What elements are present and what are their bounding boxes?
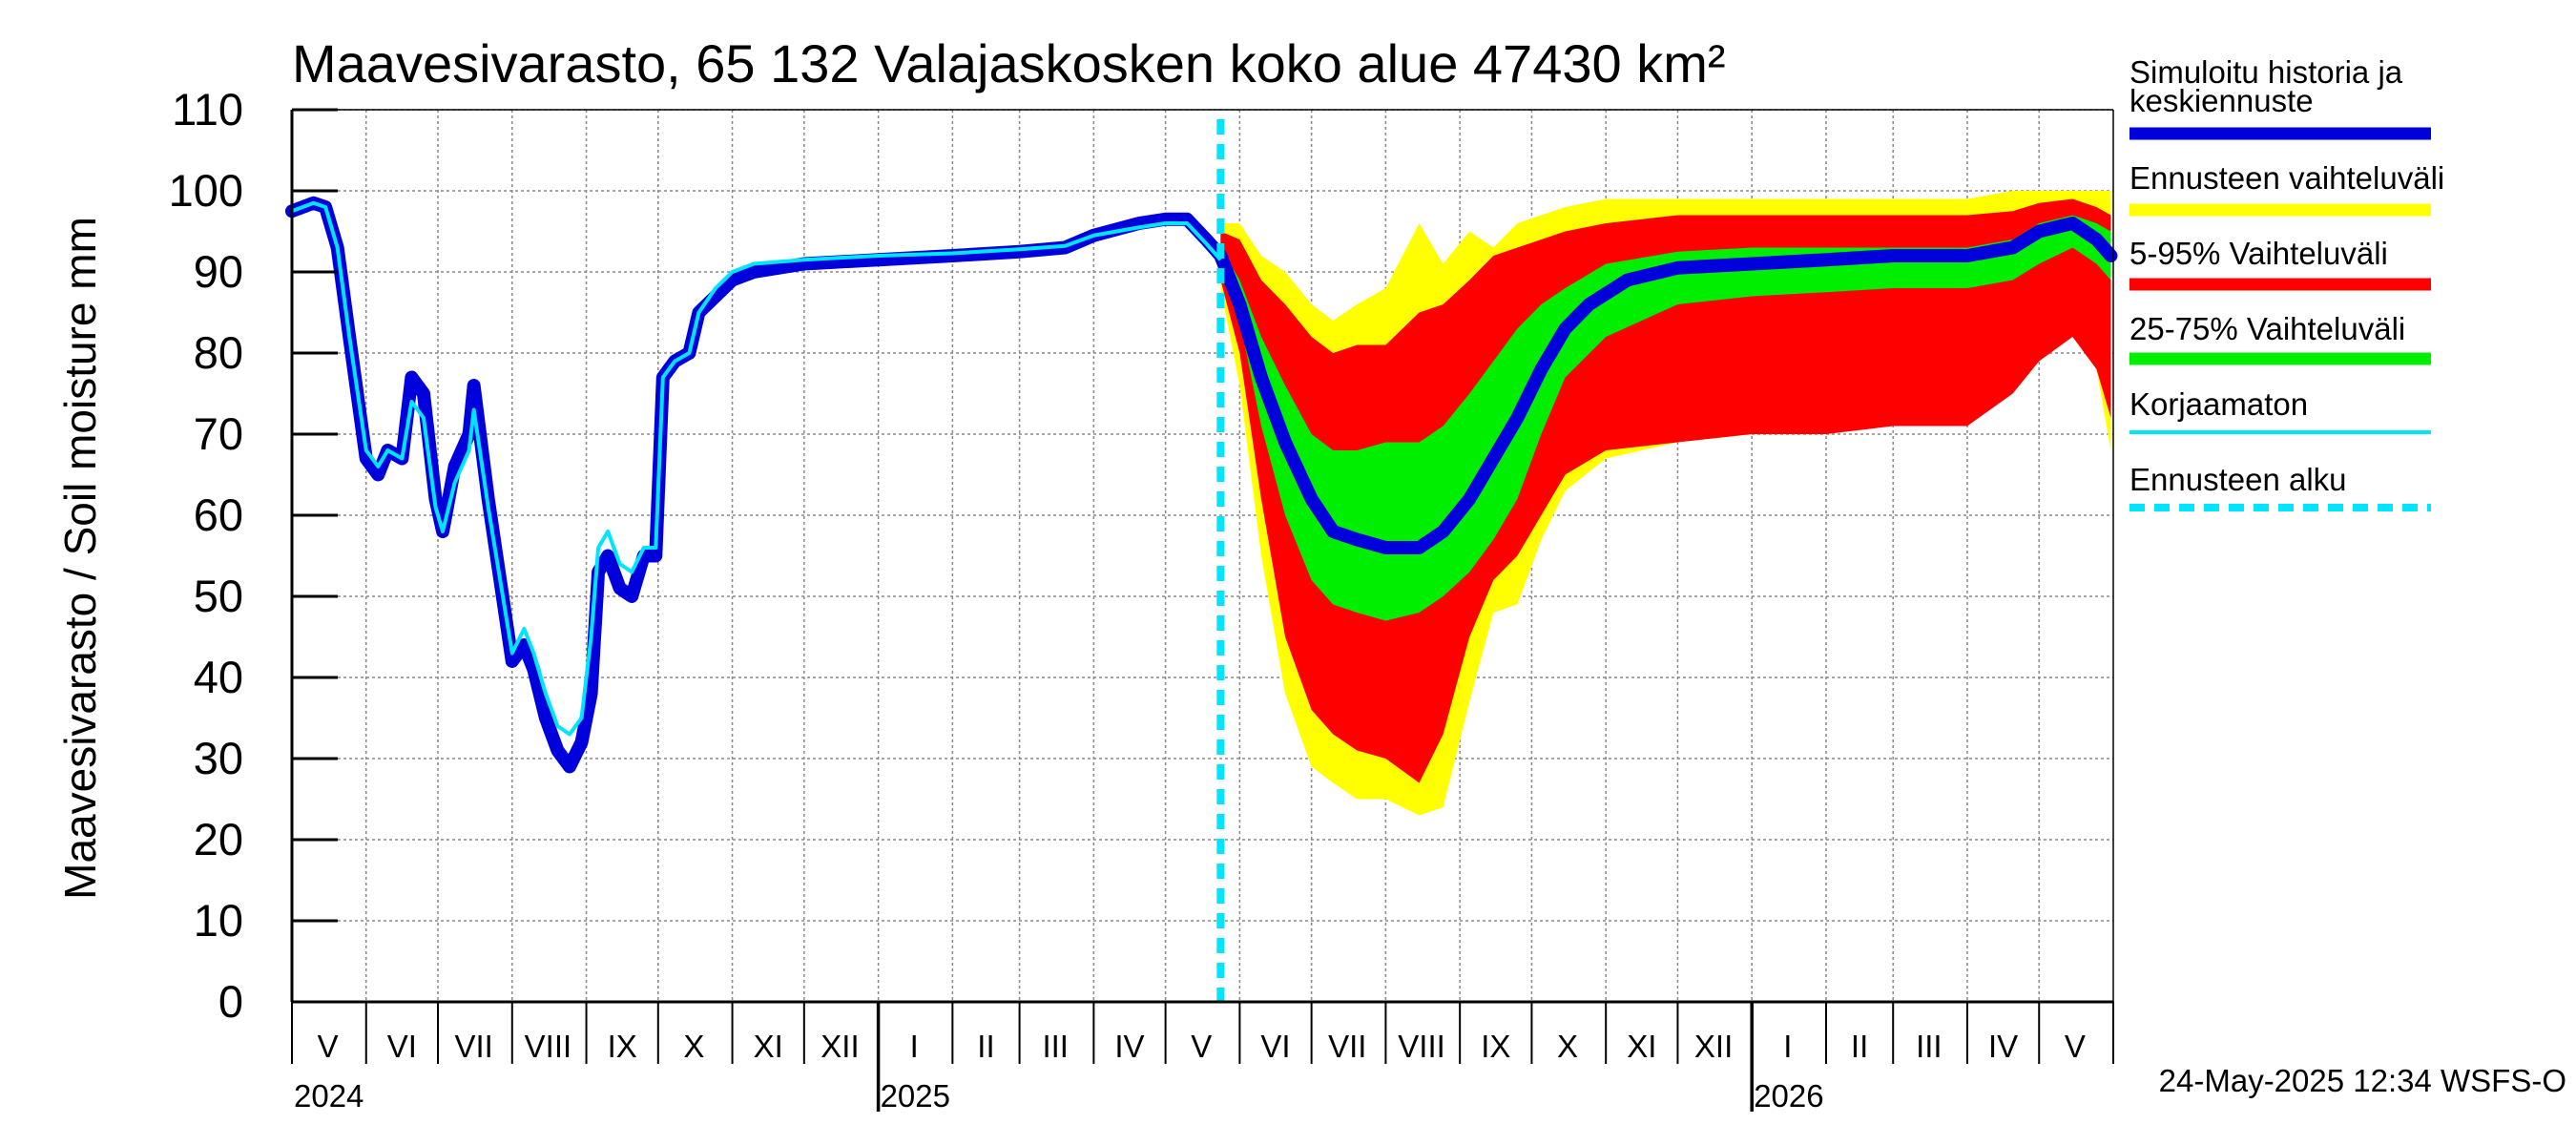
x-month-label: I — [910, 1029, 919, 1064]
x-month-label: V — [1191, 1029, 1212, 1064]
x-month-label: X — [683, 1029, 704, 1064]
y-tick-label: 70 — [194, 408, 243, 459]
y-tick-label: 100 — [169, 165, 243, 216]
x-month-label: XII — [1694, 1029, 1733, 1064]
x-year-label: 2026 — [1754, 1078, 1823, 1114]
series-lines — [285, 119, 2118, 1002]
y-tick-labels: 0 10 20 30 40 50 60 70 80 90 100 110 — [169, 84, 243, 1027]
x-month-label: XI — [1627, 1029, 1656, 1064]
x-month-label: IV — [1988, 1029, 2018, 1064]
x-month-label: VII — [1328, 1029, 1366, 1064]
y-tick-label: 20 — [194, 814, 243, 864]
x-year-label: 2025 — [881, 1078, 950, 1114]
x-month-label: VI — [1260, 1029, 1290, 1064]
x-month-label: X — [1557, 1029, 1578, 1064]
band-5-95-vaihteluv-li — [1220, 198, 2111, 783]
legend-label: 5-95% Vaihteluväli — [2129, 236, 2388, 271]
x-month-label: VIII — [1398, 1029, 1445, 1064]
y-tick-label: 40 — [194, 652, 243, 702]
x-month-label: II — [977, 1029, 994, 1064]
x-month-label: III — [1042, 1029, 1069, 1064]
y-tick-label: 10 — [194, 895, 243, 946]
legend-label: Ennusteen alku — [2129, 462, 2347, 497]
x-month-label: VI — [387, 1029, 417, 1064]
series-simulated-history-and-median-forecast — [285, 196, 2118, 774]
y-tick-label: 110 — [172, 84, 243, 135]
legend-label: Korjaamaton — [2129, 386, 2308, 422]
y-tick-label: 0 — [218, 976, 243, 1027]
y-tick-label: 30 — [194, 733, 243, 783]
x-month-label: VII — [454, 1029, 492, 1064]
legend-label: Ennusteen vaihteluväli — [2129, 160, 2444, 196]
axes — [290, 108, 2114, 1112]
x-month-label: IX — [608, 1029, 637, 1064]
legend-label: 25-75% Vaihteluväli — [2129, 311, 2405, 346]
x-month-label: V — [318, 1029, 339, 1064]
x-month-label: III — [1916, 1029, 1942, 1064]
legend: Simuloitu historia ja keskiennuste Ennuste… — [2129, 54, 2444, 511]
forecast-bands — [1220, 191, 2111, 816]
chart-title: Maavesivarasto, 65 132 Valajaskosken kok… — [292, 33, 1725, 94]
x-month-label: XII — [821, 1029, 859, 1064]
x-month-label: VIII — [525, 1029, 572, 1064]
y-tick-label: 60 — [194, 489, 243, 540]
x-month-label: V — [2065, 1029, 2086, 1064]
footer-timestamp: 24-May-2025 12:34 WSFS-O — [2159, 1063, 2566, 1098]
y-tick-label: 90 — [194, 246, 243, 297]
x-month-label: IV — [1114, 1029, 1144, 1064]
x-month-label: IX — [1481, 1029, 1510, 1064]
x-month-label: II — [1851, 1029, 1868, 1064]
band-25-75-vaihteluv-li — [1220, 215, 2111, 621]
series-uncorrected — [291, 200, 1222, 737]
x-tick-labels: V VI VII VIII IX X XI XII I II III IV V VI VII VIII IX X X… — [294, 1029, 2086, 1114]
y-axis-label: Maavesivarasto / Soil moisture mm — [55, 217, 105, 900]
x-year-label: 2024 — [294, 1078, 364, 1114]
x-month-label: I — [1783, 1029, 1792, 1064]
y-tick-label: 50 — [194, 571, 243, 621]
x-month-label: XI — [754, 1029, 783, 1064]
legend-label: Simuloitu historia ja keskiennuste — [2129, 54, 2403, 118]
y-tick-label: 80 — [194, 327, 243, 378]
